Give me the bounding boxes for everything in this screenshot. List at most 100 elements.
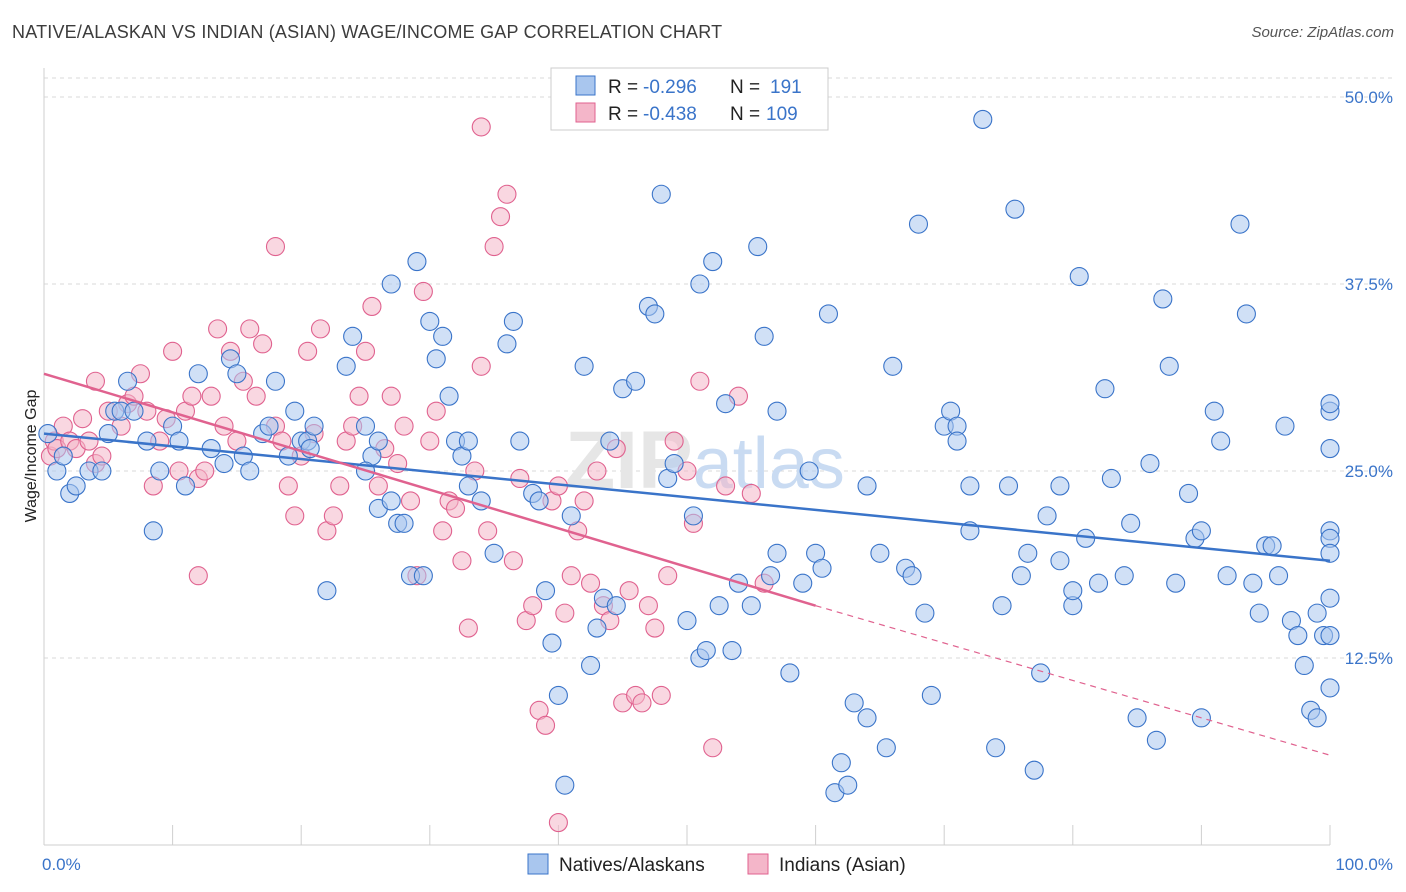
trend-line-natives-alaskans: [43, 432, 1331, 563]
point-indians-asian: [587, 461, 607, 481]
point-indians-asian: [310, 319, 331, 339]
point-natives-alaskans: [529, 491, 549, 511]
point-natives-alaskans: [767, 543, 787, 563]
y-tick-label: 12.5%: [1345, 649, 1393, 668]
point-natives-alaskans: [1307, 603, 1327, 623]
point-natives-alaskans: [761, 566, 781, 586]
point-indians-asian: [690, 371, 710, 391]
legend-r-value: -0.296: [643, 77, 697, 98]
point-natives-alaskans: [915, 603, 935, 623]
point-natives-alaskans: [1320, 439, 1340, 459]
point-indians-asian: [703, 738, 723, 758]
point-natives-alaskans: [1153, 289, 1173, 309]
point-natives-alaskans: [767, 401, 787, 421]
point-natives-alaskans: [1288, 626, 1308, 646]
point-natives-alaskans: [1307, 708, 1327, 728]
point-indians-asian: [445, 498, 466, 518]
point-natives-alaskans: [580, 655, 601, 676]
grid: [44, 77, 1393, 659]
point-indians-asian: [278, 476, 298, 496]
point-indians-asian: [510, 468, 530, 489]
point-natives-alaskans: [343, 326, 363, 346]
point-natives-alaskans: [1069, 266, 1089, 287]
point-natives-alaskans: [748, 237, 768, 257]
point-indians-asian: [580, 573, 601, 593]
point-natives-alaskans: [1011, 566, 1031, 586]
point-natives-alaskans: [259, 416, 279, 436]
point-natives-alaskans: [304, 416, 324, 436]
point-natives-alaskans: [484, 543, 504, 563]
trend-line-indians-asian-extrapolated: [815, 605, 1331, 756]
point-natives-alaskans: [1018, 543, 1038, 563]
bottom-legend-label-blue: Natives/Alaskans: [559, 855, 705, 876]
point-natives-alaskans: [1320, 626, 1340, 646]
point-indians-asian: [208, 319, 228, 339]
point-natives-alaskans: [1121, 513, 1141, 533]
point-natives-alaskans: [645, 304, 665, 324]
point-indians-asian: [195, 461, 215, 481]
point-indians-asian: [323, 506, 343, 526]
point-natives-alaskans: [381, 491, 401, 511]
point-natives-alaskans: [574, 356, 594, 376]
point-natives-alaskans: [503, 311, 523, 331]
point-natives-alaskans: [1275, 416, 1295, 436]
point-indians-asian: [548, 813, 568, 833]
point-natives-alaskans: [812, 558, 832, 578]
point-indians-asian: [368, 476, 388, 496]
watermark: ZIPatlas: [565, 415, 845, 506]
point-indians-asian: [458, 618, 478, 638]
point-indians-asian: [433, 521, 453, 541]
point-natives-alaskans: [118, 371, 138, 391]
point-natives-alaskans: [413, 566, 433, 586]
point-indians-asian: [664, 431, 684, 451]
point-natives-alaskans: [1204, 401, 1224, 421]
point-natives-alaskans: [683, 506, 703, 526]
point-natives-alaskans: [317, 581, 337, 601]
point-natives-alaskans: [98, 424, 118, 444]
point-natives-alaskans: [600, 431, 620, 451]
point-natives-alaskans: [1262, 536, 1282, 556]
point-natives-alaskans: [986, 738, 1006, 758]
point-natives-alaskans: [992, 596, 1012, 616]
point-natives-alaskans: [1037, 506, 1057, 526]
point-indians-asian: [741, 483, 761, 503]
point-natives-alaskans: [535, 581, 556, 601]
trend-lines: [43, 372, 1331, 756]
point-indians-asian: [330, 476, 350, 496]
point-indians-asian: [298, 341, 318, 361]
point-indians-asian: [716, 476, 736, 496]
point-indians-asian: [163, 341, 183, 361]
point-indians-asian: [201, 386, 221, 406]
point-natives-alaskans: [53, 446, 73, 466]
point-natives-alaskans: [902, 566, 922, 586]
legend-n-value: 109: [766, 104, 798, 125]
legend-swatch-pink: [575, 102, 596, 123]
point-indians-asian: [497, 184, 517, 204]
point-indians-asian: [619, 581, 639, 601]
point-natives-alaskans: [368, 431, 388, 451]
y-axis-label: Wage/Income Gap: [23, 390, 40, 523]
point-indians-asian: [265, 237, 286, 257]
point-natives-alaskans: [1050, 476, 1070, 496]
point-indians-asian: [73, 409, 93, 429]
point-indians-asian: [394, 416, 414, 436]
point-natives-alaskans: [870, 543, 890, 563]
point-natives-alaskans: [497, 334, 517, 354]
point-natives-alaskans: [793, 573, 813, 593]
x-tick-min: 0.0%: [42, 855, 81, 874]
point-indians-asian: [381, 386, 401, 406]
point-natives-alaskans: [1243, 573, 1263, 593]
legend-n-label: N =: [730, 104, 760, 125]
y-tick-label: 25.0%: [1345, 462, 1393, 481]
point-natives-alaskans: [1166, 573, 1186, 593]
point-natives-alaskans: [973, 109, 993, 129]
legend-r-label: R =: [608, 77, 638, 98]
chart-title: NATIVE/ALASKAN VS INDIAN (ASIAN) WAGE/IN…: [12, 22, 723, 42]
point-indians-asian: [555, 603, 575, 623]
point-natives-alaskans: [947, 431, 967, 451]
point-natives-alaskans: [1095, 379, 1115, 399]
axes: [43, 68, 1331, 846]
point-natives-alaskans: [548, 685, 568, 705]
point-indians-asian: [645, 618, 665, 638]
